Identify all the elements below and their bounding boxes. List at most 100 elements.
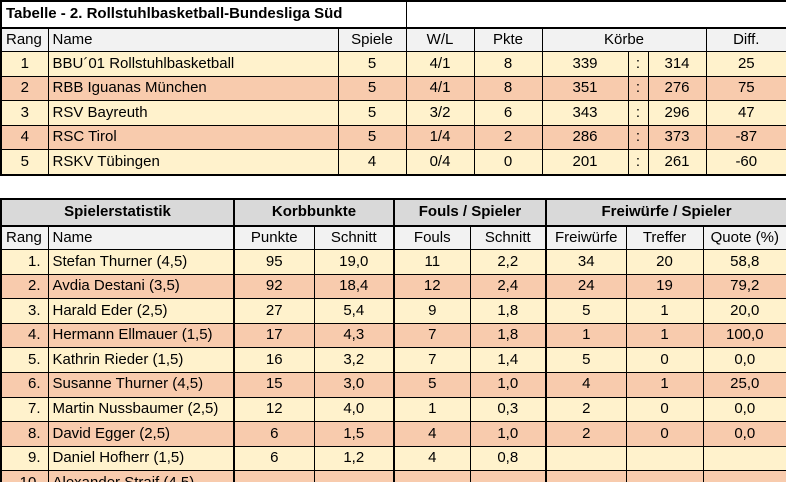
table-row: 2. Avdia Destani (3,5) 92 18,4 12 2,4 24…	[0, 273, 786, 300]
freethrow-hits-cell: 1	[625, 322, 704, 349]
fouls-cell: 1	[393, 396, 471, 423]
points-avg-cell: 4,3	[313, 322, 395, 349]
baskets-for-cell: 351	[541, 75, 629, 102]
team-name-cell: BBU´01 Rollstuhlbasketball	[47, 51, 339, 77]
table-row: 4 RSC Tirol 5 1/4 2 286 : 373 -87	[0, 124, 786, 151]
group-header-freiwuerfe: Freiwürfe / Spieler	[545, 198, 786, 227]
table-row: 10. Alexander Straif (4,5)	[0, 470, 786, 482]
freethrows-cell: 24	[545, 273, 627, 300]
table-row: 7. Martin Nussbaumer (2,5) 12 4,0 1 0,3 …	[0, 396, 786, 423]
group-header-korbpunkte: Korbbunkte	[232, 198, 395, 227]
freethrow-hits-cell: 19	[625, 273, 704, 300]
points-cell: 95	[233, 248, 315, 275]
col-header-name: Name	[47, 225, 235, 250]
points-avg-cell: 1,5	[313, 421, 395, 447]
points-cell: 92	[233, 273, 315, 300]
player-name-cell: Hermann Ellmauer (1,5)	[47, 322, 235, 349]
diff-cell: -60	[705, 149, 786, 176]
freethrows-cell	[545, 445, 627, 472]
freethrow-hits-cell: 20	[625, 248, 704, 275]
col-header-treffer: Treffer	[625, 225, 704, 250]
freethrow-hits-cell: 0	[625, 347, 704, 373]
col-header-fouls: Fouls	[393, 225, 471, 250]
freethrows-cell: 5	[545, 298, 627, 324]
freethrow-quote-cell: 20,0	[702, 298, 786, 324]
points-avg-cell: 3,0	[313, 371, 395, 398]
baskets-colon-cell: :	[627, 149, 649, 176]
baskets-against-cell: 261	[647, 149, 707, 176]
table-spacer	[0, 176, 786, 198]
fouls-avg-cell	[469, 470, 547, 482]
points-cell	[233, 470, 315, 482]
freethrow-hits-cell: 1	[625, 371, 704, 398]
baskets-colon-cell: :	[627, 124, 649, 151]
team-name-cell: RSKV Tübingen	[47, 149, 339, 176]
fouls-avg-cell: 1,8	[469, 298, 547, 324]
winloss-cell: 1/4	[405, 124, 475, 151]
baskets-colon-cell: :	[627, 75, 649, 102]
baskets-against-cell: 373	[647, 124, 707, 151]
points-cell: 27	[233, 298, 315, 324]
points-cell: 15	[233, 371, 315, 398]
fouls-cell: 4	[393, 421, 471, 447]
freethrow-quote-cell: 0,0	[702, 347, 786, 373]
games-cell: 5	[337, 75, 407, 102]
table-header-row: Rang Name Punkte Schnitt Fouls Schnitt F…	[0, 225, 786, 250]
col-header-fouls-schnitt: Schnitt	[469, 225, 547, 250]
table-row: 8. David Egger (2,5) 6 1,5 4 1,0 2 0 0,0	[0, 421, 786, 447]
points-cell: 0	[473, 149, 543, 176]
fouls-avg-cell: 2,4	[469, 273, 547, 300]
rank-cell: 4	[0, 124, 49, 151]
baskets-for-cell: 343	[541, 100, 629, 126]
col-header-rang: Rang	[0, 27, 49, 52]
freethrow-hits-cell: 0	[625, 396, 704, 423]
diff-cell: 75	[705, 75, 786, 102]
winloss-cell: 4/1	[405, 51, 475, 77]
rank-cell: 7.	[0, 396, 49, 423]
col-header-quote: Quote (%)	[702, 225, 786, 250]
points-avg-cell	[313, 470, 395, 482]
table-row: 9. Daniel Hofherr (1,5) 6 1,2 4 0,8	[0, 445, 786, 472]
col-header-spiele: Spiele	[337, 27, 407, 52]
player-name-cell: Stefan Thurner (4,5)	[47, 248, 235, 275]
player-name-cell: Susanne Thurner (4,5)	[47, 371, 235, 398]
rank-cell: 9.	[0, 445, 49, 472]
freethrow-quote-cell: 0,0	[702, 421, 786, 447]
table-row: 4. Hermann Ellmauer (1,5) 17 4,3 7 1,8 1…	[0, 322, 786, 349]
col-header-rang: Rang	[0, 225, 49, 250]
fouls-cell: 12	[393, 273, 471, 300]
freethrow-quote-cell: 79,2	[702, 273, 786, 300]
points-cell: 6	[473, 100, 543, 126]
table-header-row: Rang Name Spiele W/L Pkte Körbe Diff.	[0, 27, 786, 52]
standings-title: Tabelle - 2. Rollstuhlbasketball-Bundesl…	[0, 0, 407, 29]
col-header-name: Name	[47, 27, 339, 52]
table-row: Tabelle - 2. Rollstuhlbasketball-Bundesl…	[0, 0, 786, 29]
rank-cell: 6.	[0, 371, 49, 398]
freethrow-quote-cell: 0,0	[702, 396, 786, 423]
points-cell: 2	[473, 124, 543, 151]
rank-cell: 5	[0, 149, 49, 176]
table-row: 2 RBB Iguanas München 5 4/1 8 351 : 276 …	[0, 75, 786, 102]
baskets-against-cell: 314	[647, 51, 707, 77]
fouls-avg-cell: 1,8	[469, 322, 547, 349]
player-name-cell: Kathrin Rieder (1,5)	[47, 347, 235, 373]
table-row: 1 BBU´01 Rollstuhlbasketball 5 4/1 8 339…	[0, 51, 786, 77]
games-cell: 5	[337, 100, 407, 126]
points-cell: 8	[473, 75, 543, 102]
standings-table: Tabelle - 2. Rollstuhlbasketball-Bundesl…	[0, 0, 786, 176]
points-cell: 17	[233, 322, 315, 349]
fouls-cell: 9	[393, 298, 471, 324]
team-name-cell: RSC Tirol	[47, 124, 339, 151]
points-cell: 16	[233, 347, 315, 373]
baskets-colon-cell: :	[627, 100, 649, 126]
baskets-colon-cell: :	[627, 51, 649, 77]
team-name-cell: RBB Iguanas München	[47, 75, 339, 102]
table-row: 3. Harald Eder (2,5) 27 5,4 9 1,8 5 1 20…	[0, 298, 786, 324]
diff-cell: 25	[705, 51, 786, 77]
col-header-freiwuerfe: Freiwürfe	[545, 225, 627, 250]
freethrow-quote-cell: 100,0	[702, 322, 786, 349]
rank-cell: 1	[0, 51, 49, 77]
points-cell: 12	[233, 396, 315, 423]
group-header-spielerstatistik: Spielerstatistik	[0, 198, 235, 227]
points-avg-cell: 1,2	[313, 445, 395, 472]
